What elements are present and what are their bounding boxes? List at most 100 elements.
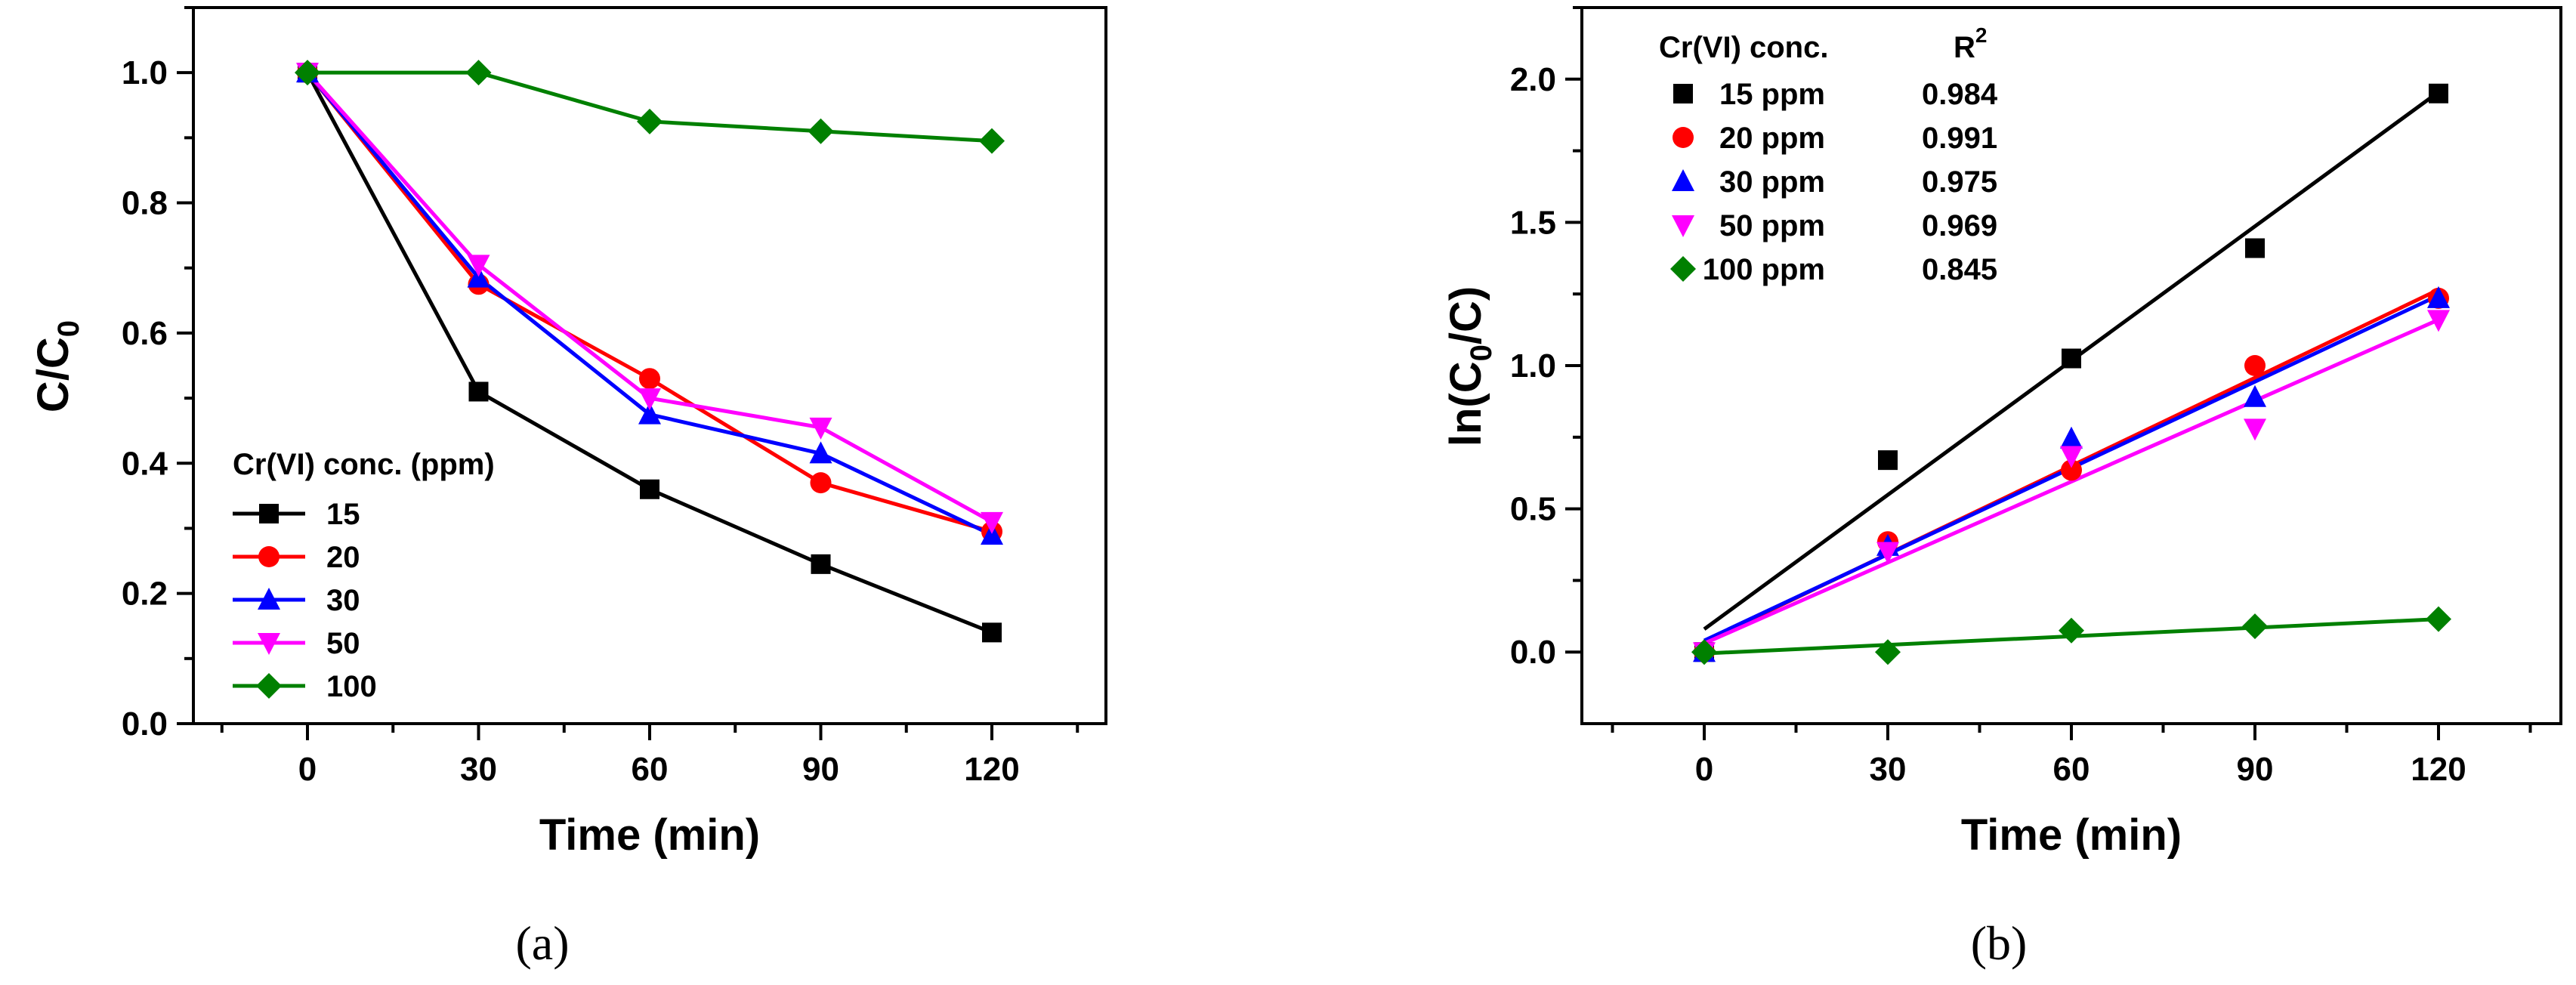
y-tick-label: 1.0 <box>1510 347 1556 384</box>
data-point-50 <box>809 417 832 440</box>
chart-a-y-axis-label: C/C0 <box>29 320 85 412</box>
fit-line-50-ppm <box>1703 318 2440 646</box>
chart-a-y-axis-label-sub: 0 <box>52 320 85 337</box>
chart-b-legend-header-conc: Cr(VI) conc. <box>1659 31 1828 64</box>
legend-marker-50 <box>258 633 280 655</box>
chart-b-x-axis-label: Time (min) <box>1961 811 2182 860</box>
data-point-50 <box>981 511 1003 534</box>
chart-b-legend: Cr(VI) conc. R2 15 ppm 0.984 20 ppm 0.991 30… <box>1659 23 1998 286</box>
legend-marker-15 <box>259 504 279 523</box>
data-point-100 <box>295 60 320 86</box>
data-point-15 <box>811 554 831 574</box>
chart-panel-a: 0 30 60 90 120 0.0 0.2 0.4 0.6 0.8 1.0 Cr(VI) conc… <box>29 6 1107 970</box>
data-point-100-ppm <box>2059 617 2084 644</box>
data-point-50-ppm <box>2244 418 2266 441</box>
chart-a-caption: (a) <box>515 916 569 970</box>
chart-b-y-axis-label-sub: 0 <box>1465 344 1498 361</box>
legend-label-100: 100 <box>326 670 377 703</box>
chart-a-legend: Cr(VI) conc. (ppm) 15 20 30 50 100 <box>233 448 495 703</box>
data-point-15-ppm <box>2062 348 2081 369</box>
y-tick-label: 0.8 <box>122 185 168 222</box>
data-point-15 <box>640 479 659 499</box>
data-point-50-ppm <box>1876 542 1899 564</box>
data-point-100 <box>808 118 834 144</box>
data-point-15-ppm <box>1878 450 1898 471</box>
data-point-100 <box>979 128 1005 154</box>
x-tick-label: 30 <box>460 751 497 788</box>
data-point-15 <box>982 622 1002 643</box>
x-tick-label: 30 <box>1870 751 1907 788</box>
data-point-15 <box>468 381 489 402</box>
legend-marker-30-ppm <box>1672 169 1694 191</box>
y-tick-label: 0.6 <box>122 315 168 352</box>
x-tick-label: 60 <box>2053 751 2090 788</box>
x-tick-label: 60 <box>632 751 669 788</box>
legend-r2-50-ppm: 0.969 <box>1922 209 1997 242</box>
legend-marker-15-ppm <box>1673 84 1693 103</box>
chart-a-x-axis-label: Time (min) <box>539 811 760 860</box>
data-point-15-ppm <box>2245 238 2265 258</box>
data-point-100-ppm <box>1875 639 1901 665</box>
legend-marker-100-ppm <box>1670 256 1696 282</box>
x-tick-label: 120 <box>2411 751 2466 788</box>
data-point-15-ppm <box>2429 83 2448 103</box>
legend-label-15: 15 <box>326 498 360 531</box>
y-tick-label: 0.0 <box>122 706 168 743</box>
data-point-50 <box>638 388 661 411</box>
legend-label-50: 50 <box>326 627 360 660</box>
chart-a-ticks: 0 30 60 90 120 0.0 0.2 0.4 0.6 0.8 1.0 <box>122 6 1080 788</box>
x-tick-label: 0 <box>298 751 317 788</box>
legend-marker-50-ppm <box>1672 215 1694 237</box>
chart-a-series-lines <box>305 70 993 635</box>
chart-b-y-axis-label: ln(C0/C) <box>1441 286 1498 446</box>
legend-marker-30 <box>258 588 280 610</box>
chart-b-y-axis-label-post: /C) <box>1441 286 1490 344</box>
data-point-20-ppm <box>2061 459 2082 481</box>
x-tick-label: 0 <box>1695 751 1713 788</box>
legend-r2-20-ppm: 0.991 <box>1922 122 1997 155</box>
data-point-30-ppm <box>2244 384 2266 407</box>
x-tick-label: 120 <box>964 751 1019 788</box>
chart-panel-b: 0 30 60 90 120 0.0 0.5 1.0 1.5 2.0 Cr(VI) conc. R… <box>1441 6 2562 970</box>
x-tick-label: 90 <box>2237 751 2274 788</box>
legend-label-100-ppm: 100 ppm <box>1703 253 1825 286</box>
legend-label-30: 30 <box>326 584 360 617</box>
data-point-30-ppm <box>2060 426 2083 449</box>
data-point-20 <box>810 472 832 494</box>
chart-b-legend-header-r2: R2 <box>1954 23 1987 64</box>
legend-label-20: 20 <box>326 541 360 574</box>
data-point-30 <box>809 441 832 464</box>
data-point-20-ppm <box>2244 355 2266 376</box>
chart-b-legend-header-r2-sup: 2 <box>1975 23 1988 47</box>
y-tick-label: 2.0 <box>1510 61 1556 98</box>
legend-r2-100-ppm: 0.845 <box>1922 253 1997 286</box>
chart-a-legend-title: Cr(VI) conc. (ppm) <box>233 448 495 481</box>
data-point-100-ppm <box>1691 639 1717 665</box>
chart-b-ticks: 0 30 60 90 120 0.0 0.5 1.0 1.5 2.0 <box>1510 6 2532 788</box>
chart-b-legend-header-r2-main: R <box>1954 31 1975 64</box>
chart-a-markers <box>295 60 1005 643</box>
y-tick-label: 0.2 <box>122 576 168 613</box>
legend-label-50-ppm: 50 ppm <box>1719 209 1825 242</box>
chart-b-markers <box>1691 83 2451 665</box>
series-line-15 <box>305 72 993 635</box>
data-point-30-ppm <box>2427 286 2450 308</box>
legend-r2-15-ppm: 0.984 <box>1922 78 1998 111</box>
x-tick-label: 90 <box>802 751 839 788</box>
data-point-50-ppm <box>2060 446 2083 468</box>
legend-marker-20-ppm <box>1673 127 1694 148</box>
data-point-50-ppm <box>2427 310 2450 332</box>
data-point-100-ppm <box>2242 613 2268 640</box>
data-point-100 <box>465 60 492 86</box>
chart-b-y-axis-label-pre: ln(C <box>1441 361 1490 446</box>
y-tick-label: 0.4 <box>122 445 168 482</box>
legend-label-15-ppm: 15 ppm <box>1719 78 1825 111</box>
y-tick-label: 0.0 <box>1510 634 1556 671</box>
data-point-100-ppm <box>2426 606 2451 632</box>
y-tick-label: 1.0 <box>122 54 168 91</box>
data-point-50 <box>467 255 490 277</box>
legend-label-20-ppm: 20 ppm <box>1719 122 1825 155</box>
chart-a-y-axis-label-main: C/C <box>29 337 78 412</box>
data-point-100 <box>637 108 663 134</box>
chart-b-caption: (b) <box>1971 916 2028 970</box>
